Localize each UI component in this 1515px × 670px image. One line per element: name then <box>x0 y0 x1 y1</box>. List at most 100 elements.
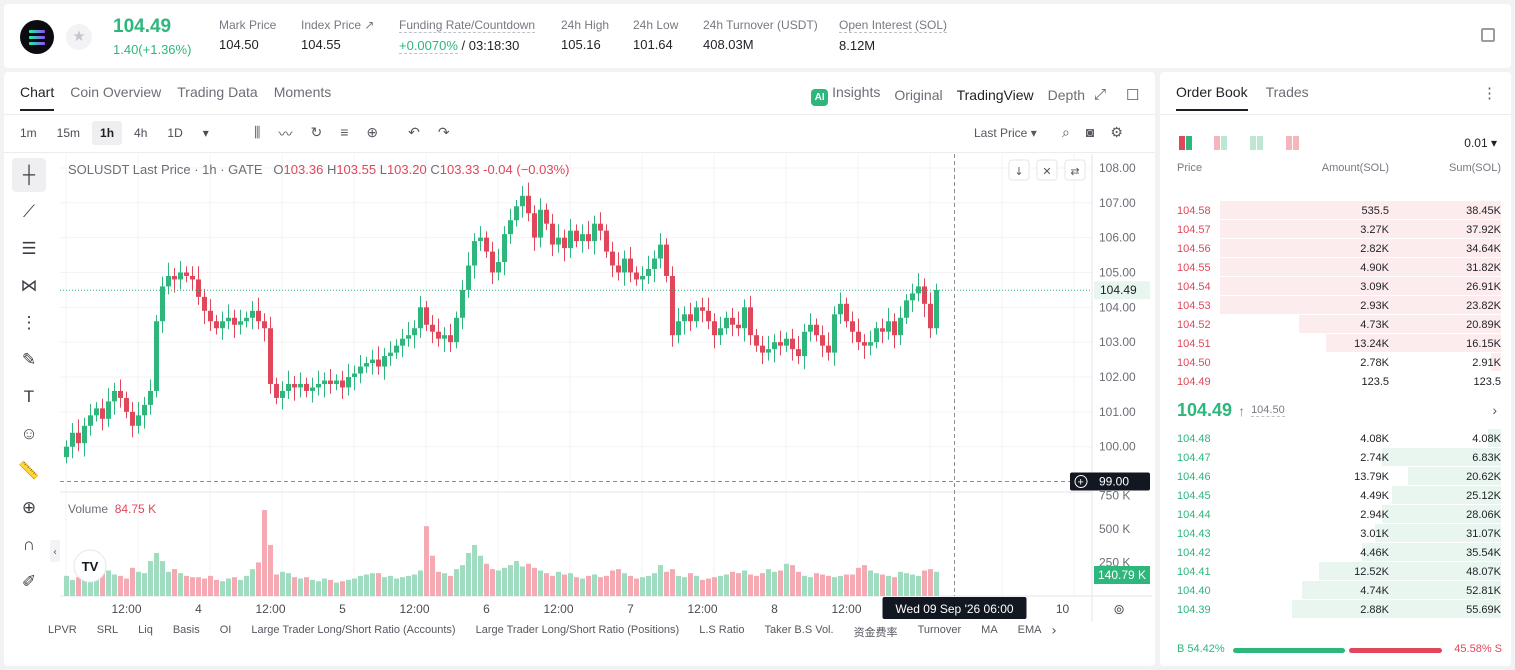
ask-row[interactable]: 104.56 2.82K 34.64K <box>1160 239 1511 258</box>
price-type-select[interactable]: Last Price ▾ <box>974 126 1037 140</box>
magnet-icon[interactable]: ∩ <box>22 535 36 554</box>
zoom-in-icon[interactable]: ⊕ <box>21 498 37 517</box>
volume-bar <box>562 574 567 596</box>
templates-icon[interactable]: ≡ <box>340 124 349 140</box>
bid-row[interactable]: 104.41 12.52K 48.07K <box>1160 562 1511 581</box>
candle <box>256 310 261 322</box>
fib-icon[interactable]: ⋮ <box>20 313 38 332</box>
indicator-4[interactable]: OI <box>219 624 232 636</box>
trendline-icon[interactable]: ⟋ <box>23 202 35 221</box>
indicator-8[interactable]: Taker B.S Vol. <box>764 624 834 636</box>
tab-coin-overview[interactable]: Coin Overview <box>70 84 162 100</box>
add-indicator-icon[interactable]: ⊕ <box>366 124 379 140</box>
bids-only-icon[interactable] <box>1250 136 1264 150</box>
bid-row[interactable]: 104.48 4.08K 4.08K <box>1160 429 1511 448</box>
ask-row[interactable]: 104.49 123.5 123.5 <box>1160 372 1511 391</box>
ask-price: 104.57 <box>1177 224 1211 236</box>
tf-15m[interactable]: 15m <box>56 126 81 140</box>
emoji-icon[interactable]: ☺ <box>20 424 38 443</box>
indicator-3[interactable]: Basis <box>172 624 200 636</box>
tf-1h[interactable]: 1h <box>92 121 123 145</box>
crosshair-icon[interactable]: ┼ <box>12 158 46 192</box>
tab-chart[interactable]: Chart <box>20 84 55 111</box>
tf-1d[interactable]: 1D <box>167 126 183 140</box>
indicator-10[interactable]: Turnover <box>917 624 962 636</box>
tab-trades[interactable]: Trades <box>1265 84 1309 100</box>
indicator-1[interactable]: SRL <box>96 624 119 636</box>
bid-row[interactable]: 104.42 4.46K 35.54K <box>1160 543 1511 562</box>
bid-row[interactable]: 104.45 4.49K 25.12K <box>1160 486 1511 505</box>
chevron-right-icon[interactable]: › <box>1492 402 1497 418</box>
sell-ratio-label: 45.58% S <box>1454 643 1502 655</box>
indicator-7[interactable]: L.S Ratio <box>699 624 745 636</box>
refresh-icon[interactable]: ↻ <box>310 124 323 140</box>
index-price-stat[interactable]: Index Price ↗ 104.55 <box>301 18 374 52</box>
indicator-11[interactable]: MA <box>981 624 998 636</box>
tab-order-book[interactable]: Order Book <box>1176 84 1248 111</box>
indicator-2[interactable]: Liq <box>138 624 153 636</box>
indicator-12[interactable]: EMA <box>1017 624 1042 636</box>
indicator-0[interactable]: LPVR <box>48 624 77 636</box>
bid-row[interactable]: 104.46 13.79K 20.62K <box>1160 467 1511 486</box>
ticker-bar: ★ 104.49 1.40(+1.36%) Mark Price 104.50 … <box>4 4 1511 68</box>
ask-sum: 16.15K <box>1466 338 1501 350</box>
buy-sell-ratio: B 54.42% 45.58% S <box>1177 643 1502 657</box>
bid-row[interactable]: 104.43 3.01K 31.07K <box>1160 524 1511 543</box>
tab-insights[interactable]: AI Insights <box>811 84 880 106</box>
tab-moments[interactable]: Moments <box>273 84 332 100</box>
ask-row[interactable]: 104.58 535.5 38.45K <box>1160 201 1511 220</box>
gear-icon[interactable]: ⚙ <box>1110 124 1123 140</box>
both-sides-icon[interactable] <box>1179 136 1193 150</box>
asks-only-icon[interactable] <box>1286 136 1300 150</box>
bid-amount: 12.52K <box>1354 566 1389 578</box>
ruler-icon[interactable]: 📏 <box>18 461 40 480</box>
ask-row[interactable]: 104.52 4.73K 20.89K <box>1160 315 1511 334</box>
depth-bar <box>1325 334 1501 352</box>
ask-row[interactable]: 104.50 2.78K 2.91K <box>1160 353 1511 372</box>
candle <box>454 317 459 343</box>
tab-original[interactable]: Original <box>894 87 943 103</box>
candle <box>268 328 273 384</box>
bids-asks-icon[interactable] <box>1214 136 1228 150</box>
expand-icon[interactable]: ⤢ <box>1094 86 1107 103</box>
ask-row[interactable]: 104.53 2.93K 23.82K <box>1160 296 1511 315</box>
favorite-star-icon[interactable]: ★ <box>66 24 92 50</box>
bid-row[interactable]: 104.44 2.94K 28.06K <box>1160 505 1511 524</box>
window-icon[interactable]: ☐ <box>1126 87 1140 104</box>
tab-depth[interactable]: Depth <box>1047 87 1085 103</box>
candle <box>442 335 447 339</box>
guide-book-icon[interactable] <box>1481 28 1495 42</box>
edit-icon[interactable]: ✐ <box>21 572 37 591</box>
ask-row[interactable]: 104.57 3.27K 37.92K <box>1160 220 1511 239</box>
bid-row[interactable]: 104.40 4.74K 52.81K <box>1160 581 1511 600</box>
candle-type-icon[interactable]: ⫼ <box>254 124 261 140</box>
bid-row[interactable]: 104.47 2.74K 6.83K <box>1160 448 1511 467</box>
tab-tradingview[interactable]: TradingView <box>956 87 1034 103</box>
bid-amount: 3.01K <box>1360 528 1389 540</box>
tab-trading-data[interactable]: Trading Data <box>177 84 258 100</box>
brush-icon[interactable]: ✎ <box>21 350 37 369</box>
precision-select[interactable]: 0.01 ▾ <box>1464 136 1497 150</box>
camera-icon[interactable]: ◙ <box>1085 124 1095 140</box>
tf-4h[interactable]: 4h <box>134 126 148 140</box>
candle <box>826 345 831 353</box>
search-icon[interactable]: ⌕ <box>1062 124 1070 140</box>
bid-row[interactable]: 104.39 2.88K 55.69K <box>1160 600 1511 619</box>
more-icon[interactable]: ⋮ <box>1482 85 1497 102</box>
tf-1m[interactable]: 1m <box>20 126 37 140</box>
undo-icon[interactable]: ↶ <box>408 124 420 140</box>
indicators-icon[interactable]: 〰 <box>278 126 293 142</box>
indicator-5[interactable]: Large Trader Long/Short Ratio (Accounts) <box>251 624 456 636</box>
candlestick-chart[interactable]: 108.00 107.00 106.00 105.00 104.00 103.00 102.… <box>4 72 1155 666</box>
indicator-9[interactable]: 资金费率 <box>853 627 898 639</box>
pattern-icon[interactable]: ⋈ <box>20 276 38 295</box>
indicator-6[interactable]: Large Trader Long/Short Ratio (Positions… <box>475 624 680 636</box>
text-icon[interactable]: T <box>23 387 35 406</box>
ask-row[interactable]: 104.55 4.90K 31.82K <box>1160 258 1511 277</box>
horizontal-lines-icon[interactable]: ☰ <box>21 239 37 258</box>
ask-row[interactable]: 104.51 13.24K 16.15K <box>1160 334 1511 353</box>
redo-icon[interactable]: ↷ <box>437 124 450 140</box>
ask-row[interactable]: 104.54 3.09K 26.91K <box>1160 277 1511 296</box>
index-price-label[interactable]: Index Price ↗ <box>301 18 375 32</box>
timeframe-dropdown-icon[interactable]: ▾ <box>202 126 209 140</box>
